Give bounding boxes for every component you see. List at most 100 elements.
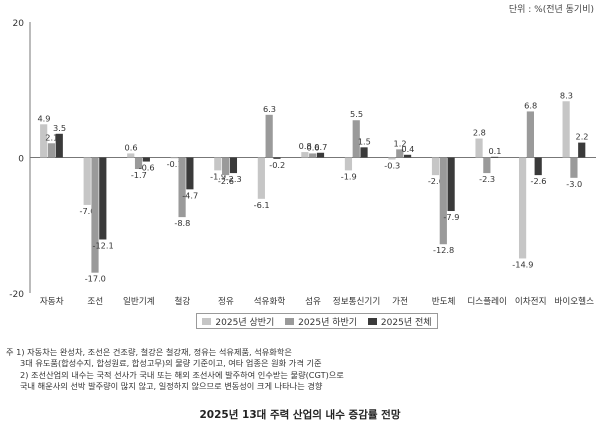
category-label: 석유화학 <box>254 296 286 307</box>
data-label: 6.3 <box>263 104 276 114</box>
bar-series-2 <box>134 157 143 170</box>
footnote-line: 국내 해운사의 선박 발주량이 많지 않고, 일정하지 않으므로 변동성이 크게… <box>20 380 323 391</box>
data-label: -8.8 <box>174 218 190 228</box>
y-tick-label: -20 <box>9 290 24 300</box>
legend-item-total: 2025년 전체 <box>367 315 432 328</box>
bar-series-2 <box>396 149 404 158</box>
data-label: -0.2 <box>269 160 285 170</box>
bar-series-2 <box>309 153 317 158</box>
data-label: -14.9 <box>512 259 533 269</box>
bar-series-2 <box>47 143 56 158</box>
category-label: 철강 <box>174 296 190 307</box>
data-label: 0.1 <box>488 146 501 156</box>
data-label: 2.8 <box>473 128 486 138</box>
bar-series-3 <box>491 156 499 158</box>
category-label: 가전 <box>392 296 408 307</box>
legend-swatch-h1 <box>202 317 212 325</box>
bar-series-3 <box>273 157 281 159</box>
data-label: 0.8 <box>299 141 312 151</box>
footnote-line: 3대 유도품(합성수지, 합성원료, 합성고무)의 물량 기준이고, 여타 업종… <box>20 358 322 369</box>
data-label: -7.0 <box>80 206 96 216</box>
legend-label-total: 2025년 전체 <box>380 317 432 328</box>
data-label: 5.5 <box>350 109 363 119</box>
data-label: 1.2 <box>394 138 407 148</box>
bar-series-1 <box>257 157 265 199</box>
category-label: 반도체 <box>432 296 456 307</box>
category-label: 정유 <box>218 296 234 307</box>
data-label: 0.7 <box>314 142 327 152</box>
data-label: -2.6 <box>428 176 444 186</box>
bar-series-2 <box>352 120 360 158</box>
data-label: -2.3 <box>479 174 495 184</box>
data-label: -6.1 <box>254 200 270 210</box>
data-label: 6.8 <box>524 100 537 110</box>
data-label: -0.6 <box>139 163 155 173</box>
bar-series-1 <box>518 157 527 259</box>
footnote-line: 주 1) 자동차는 완성차, 조선은 건조량, 철강은 철강재, 정유는 석유제… <box>6 347 292 357</box>
bar-series-1 <box>344 157 353 171</box>
data-label: -4.7 <box>182 190 198 200</box>
bar-series-3 <box>186 157 194 190</box>
legend-label-h1: 2025년 상반기 <box>215 317 275 328</box>
data-label: -2.6 <box>531 176 547 186</box>
category-label: 섬유 <box>305 296 321 307</box>
legend-swatch-h2 <box>285 317 295 325</box>
data-label: 0.4 <box>401 144 414 154</box>
data-label: -12.8 <box>433 245 454 255</box>
footnotes: 주 1) 자동차는 완성차, 조선은 건조량, 철강은 철강재, 정유는 석유제… <box>6 347 344 392</box>
bar-series-2 <box>439 157 447 245</box>
category-label: 바이오헬스 <box>554 296 594 307</box>
bar-series-2 <box>222 157 230 176</box>
bar-series-3 <box>316 152 325 158</box>
data-label: 0.6 <box>306 142 319 152</box>
bar-series-2 <box>178 157 186 218</box>
bar-series-3 <box>55 133 63 158</box>
data-label: 0.6 <box>125 142 138 152</box>
bar-series-1 <box>40 124 48 158</box>
data-label: -1.9 <box>341 171 357 181</box>
chart-legend: 2025년 상반기 2025년 하반기 2025년 전체 <box>196 313 438 329</box>
bar-series-3 <box>578 142 586 158</box>
bar-series-3 <box>99 157 107 240</box>
bar-series-1 <box>170 157 178 159</box>
bar-series-2 <box>265 114 273 158</box>
unit-label: 단위 : %(전년 동기비) <box>508 5 594 15</box>
data-label: 1.5 <box>358 136 371 146</box>
bar-series-1 <box>431 157 440 176</box>
data-label: -2.6 <box>218 176 234 186</box>
data-label: 4.9 <box>37 113 50 123</box>
data-label: -7.9 <box>443 212 459 222</box>
y-tick-label: 20 <box>13 19 25 29</box>
bar-series-2 <box>91 157 99 273</box>
data-label: -2.3 <box>226 174 242 184</box>
bar-series-1 <box>562 101 570 158</box>
data-label: 8.3 <box>560 90 573 100</box>
bar-series-3 <box>447 157 455 212</box>
bar-series-2 <box>570 157 578 178</box>
footnote-line: 2) 조선산업의 내수는 국적 선사가 국내 또는 해외 조선사에 발주하여 인… <box>20 369 344 380</box>
bar-series-3 <box>229 157 238 174</box>
data-label: -0.1 <box>167 159 183 169</box>
category-label: 이차전지 <box>515 296 547 307</box>
data-label: 2.2 <box>576 132 589 142</box>
legend-item-h2: 2025년 하반기 <box>285 315 357 328</box>
chart-caption: 2025년 13대 주력 산업의 내수 증감률 전망 <box>199 409 401 421</box>
bar-series-1 <box>301 152 309 158</box>
data-label: 2.1 <box>45 132 58 142</box>
bar-chart: 20 0 -20 4.9 2.13.5 자동차 -7.0 -17.0 -12.1 조선 0.6 -1.… <box>9 19 596 307</box>
data-label: -0.3 <box>384 161 400 171</box>
data-label: -1.7 <box>131 170 147 180</box>
category-label: 일반기계 <box>123 295 155 307</box>
y-tick-label: 0 <box>18 155 24 165</box>
bar-series-3 <box>403 154 412 158</box>
category-label: 디스플레이 <box>467 296 507 307</box>
category-label: 정보통신기기 <box>333 296 380 307</box>
bar-series-1 <box>475 138 483 158</box>
category-label: 자동차 <box>40 296 64 307</box>
legend-item-h1: 2025년 상반기 <box>202 315 274 328</box>
data-label: -12.1 <box>93 240 114 250</box>
legend-label-h2: 2025년 하반기 <box>298 317 358 328</box>
data-label: -17.0 <box>85 274 106 284</box>
data-label: 3.5 <box>53 123 66 133</box>
bar-series-3 <box>142 157 150 162</box>
